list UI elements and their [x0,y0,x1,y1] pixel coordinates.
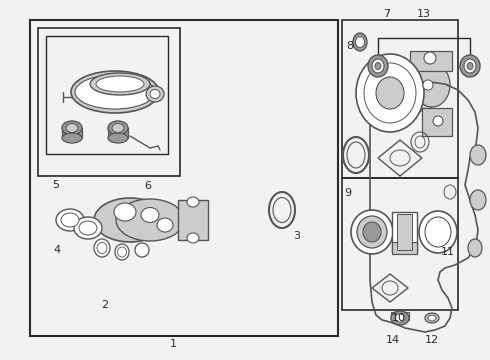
Ellipse shape [375,63,381,69]
Ellipse shape [62,133,82,143]
Text: 2: 2 [101,300,109,310]
Ellipse shape [356,36,365,48]
Ellipse shape [96,76,144,92]
Text: 10: 10 [392,313,406,323]
Bar [108,128,128,138]
Ellipse shape [424,52,436,64]
Ellipse shape [114,203,136,221]
Ellipse shape [118,247,126,257]
Bar [422,108,452,136]
Ellipse shape [74,217,102,239]
Ellipse shape [376,77,404,109]
Ellipse shape [135,243,149,257]
Ellipse shape [94,239,110,257]
Ellipse shape [115,244,129,260]
Text: 3: 3 [294,231,300,241]
Text: 6: 6 [145,181,151,191]
Text: 11: 11 [441,247,455,257]
Text: 13: 13 [417,9,431,19]
Ellipse shape [71,71,159,113]
Ellipse shape [467,63,473,69]
Ellipse shape [372,59,384,73]
Ellipse shape [433,116,443,126]
Ellipse shape [157,218,173,232]
Ellipse shape [363,222,381,242]
Ellipse shape [150,90,160,99]
Ellipse shape [66,123,78,132]
Ellipse shape [460,55,480,77]
Ellipse shape [90,73,150,95]
Ellipse shape [414,63,450,107]
Bar [30,20,338,336]
Ellipse shape [391,311,409,325]
Ellipse shape [428,315,436,321]
Ellipse shape [353,33,367,51]
Ellipse shape [395,314,405,322]
Ellipse shape [351,210,393,254]
Ellipse shape [116,199,184,241]
Text: 14: 14 [386,335,400,345]
Bar [392,242,417,254]
Bar [46,36,168,154]
Ellipse shape [187,233,199,243]
Ellipse shape [79,221,97,235]
Ellipse shape [419,211,457,253]
Bar [342,20,458,178]
Ellipse shape [62,121,82,135]
Bar [38,28,180,176]
Ellipse shape [470,145,486,165]
Ellipse shape [108,121,128,135]
Bar [178,200,208,240]
Ellipse shape [368,55,388,77]
Bar [397,214,412,250]
Bar [392,212,417,252]
Ellipse shape [423,80,433,90]
Ellipse shape [146,86,164,102]
Bar [62,128,82,138]
Text: 5: 5 [52,180,59,190]
Ellipse shape [61,213,79,227]
Ellipse shape [470,190,486,210]
Ellipse shape [56,209,84,231]
Ellipse shape [97,243,107,253]
Ellipse shape [75,75,155,109]
Ellipse shape [357,216,387,248]
Bar [410,51,452,71]
Ellipse shape [464,59,476,73]
Ellipse shape [187,197,199,207]
Text: 9: 9 [344,188,351,198]
Text: 1: 1 [170,339,176,349]
Ellipse shape [94,198,166,242]
Text: 4: 4 [53,245,61,255]
Bar [342,178,458,310]
Text: 12: 12 [425,335,439,345]
Ellipse shape [356,54,424,132]
Ellipse shape [112,123,124,132]
Ellipse shape [468,239,482,257]
Ellipse shape [141,207,159,222]
Bar [391,312,409,320]
Text: 7: 7 [384,9,391,19]
Ellipse shape [398,59,442,111]
Text: 8: 8 [346,41,354,51]
Ellipse shape [108,133,128,143]
Ellipse shape [425,313,439,323]
